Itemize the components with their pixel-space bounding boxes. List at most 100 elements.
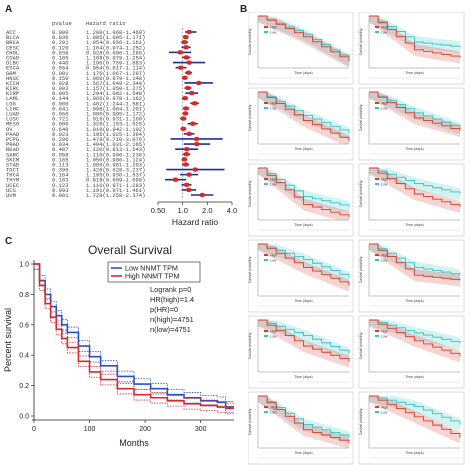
km-mini-x-label: Time (days)	[405, 71, 423, 75]
forest-cancer-label: ACC	[6, 29, 17, 36]
forest-pvalue: 0.003	[52, 85, 69, 92]
km-mini-high-band	[258, 16, 349, 68]
forest-cancer-label: UVM	[6, 192, 16, 199]
km-mini-legend-high-swatch	[375, 406, 379, 408]
km-y-tick-label: 0.0	[19, 414, 29, 421]
km-mini-frame	[248, 163, 354, 237]
forest-point	[188, 90, 195, 96]
forest-cancer-label: MESO	[6, 121, 20, 128]
km-mini-legend-high: High	[270, 406, 277, 410]
km-title: Overall Survival	[88, 243, 172, 257]
forest-pvalue: 0.000	[52, 121, 69, 128]
km-mini-legend-high: High	[270, 254, 277, 258]
forest-point	[182, 34, 189, 40]
forest-hr-text: 1.080(0.995-1.172)	[86, 111, 145, 118]
forest-point	[183, 152, 190, 157]
km-mini-legend-high: High	[381, 178, 388, 182]
km-mini-legend-high-swatch	[264, 330, 268, 332]
panel-label-a: A	[5, 4, 13, 15]
km-mini-legend-high: High	[381, 330, 388, 334]
forest-pvalue: 0.105	[52, 54, 69, 61]
km-mini-legend-high: High	[270, 102, 277, 106]
km-y-tick-label: 0.8	[19, 292, 29, 299]
km-mini-legend-low-swatch	[375, 183, 379, 185]
forest-cancer-label: THYM	[6, 177, 19, 184]
km-ci-lower	[34, 268, 234, 415]
forest-hr-text: 1.050(0.980-1.124)	[86, 156, 145, 163]
km-mini-legend-low-swatch	[375, 335, 379, 337]
km-legend-high: High NNMT TPM	[125, 272, 179, 281]
km-x-tick-label: 100	[84, 426, 96, 433]
km-mini-low-band	[258, 16, 349, 67]
forest-header-hr: Hazard ratio	[86, 20, 126, 27]
forest-point	[193, 141, 200, 147]
forest-cancer-label: GBM	[6, 70, 16, 77]
forest-cancer-label: KIRC	[6, 85, 20, 92]
km-mini-legend-high-swatch	[264, 406, 268, 408]
km-mini-high-line	[369, 243, 461, 281]
km-mini-legend-low-swatch	[375, 259, 379, 261]
km-mini-legend-low: Low	[270, 107, 277, 111]
forest-hr-text: 1.116(0.971-1.283)	[86, 182, 145, 189]
forest-pvalue: 0.120	[52, 44, 69, 51]
km-mini-y-label: Survival probability	[359, 332, 363, 359]
km-mini-legend-low-swatch	[264, 411, 268, 413]
km-stat-text: n(low)=4751	[150, 325, 191, 334]
km-mini-high-line	[369, 395, 461, 438]
km-mini-legend-low: Low	[270, 183, 277, 187]
km-stat-text: p(HR)=0	[150, 305, 178, 314]
forest-hr-text: 1.326(1.153-1.525)	[86, 121, 145, 128]
forest-point	[181, 39, 188, 45]
forest-hr-text: 0.818(0.609-1.099)	[86, 177, 145, 184]
forest-point	[183, 55, 190, 60]
forest-pvalue: 0.123	[52, 182, 69, 189]
forest-cancer-label: COAD	[6, 54, 20, 61]
forest-hr-text: 1.098(1.004-1.201)	[86, 105, 145, 112]
forest-hr-text: 1.195(0.930-1.537)	[86, 172, 145, 179]
forest-hr-text: 1.120(0.813-1.543)	[86, 146, 145, 153]
km-mini-high-line	[369, 91, 461, 131]
km-mini-x-label: Time (days)	[405, 451, 423, 455]
km-mini-legend-high: High	[381, 406, 388, 410]
forest-hr-text: 1.110(0.996-1.236)	[86, 151, 145, 158]
forest-pvalue: 0.721	[52, 116, 69, 123]
forest-pvalue: 0.058	[52, 151, 69, 158]
km-mini-legend-low: Low	[270, 411, 277, 415]
forest-pvalue: 0.005	[52, 90, 69, 97]
km-mini-frame	[248, 391, 354, 465]
forest-cancer-label: UCS	[6, 187, 17, 194]
km-y-tick-label: 1.0	[19, 262, 29, 269]
forest-cancer-label: DLBC	[6, 60, 20, 67]
km-mini-frame	[248, 315, 354, 389]
forest-point	[182, 96, 189, 101]
km-mini-legend-low-swatch	[375, 107, 379, 109]
forest-hr-text: 1.728(1.258-2.374)	[86, 192, 145, 199]
forest-point	[186, 60, 193, 65]
km-mini-legend-low-swatch	[264, 183, 268, 185]
km-mini-high-band	[369, 396, 460, 444]
km-mini-legend-low-swatch	[264, 31, 268, 33]
forest-pvalue: 0.396	[52, 167, 69, 174]
forest-cancer-label: TGCT	[6, 167, 20, 174]
km-mini-x-label: Time (days)	[405, 147, 423, 151]
forest-x-tick-label: 0.50	[151, 206, 166, 215]
km-mini-legend-low: Low	[381, 31, 388, 35]
forest-pvalue: 0.164	[52, 172, 69, 179]
forest-pvalue: 0.144	[52, 95, 69, 102]
forest-pvalue: 0.093	[52, 187, 69, 194]
km-mini-x-label: Time (days)	[294, 299, 312, 303]
forest-x-tick-label: 2.0	[202, 206, 212, 215]
forest-cancer-label: SKCM	[6, 156, 19, 163]
forest-cancer-label: CESC	[6, 44, 20, 51]
km-mini-low-band	[369, 320, 460, 350]
km-mini-high-line	[258, 91, 350, 142]
km-mini-legend-high-swatch	[375, 330, 379, 332]
